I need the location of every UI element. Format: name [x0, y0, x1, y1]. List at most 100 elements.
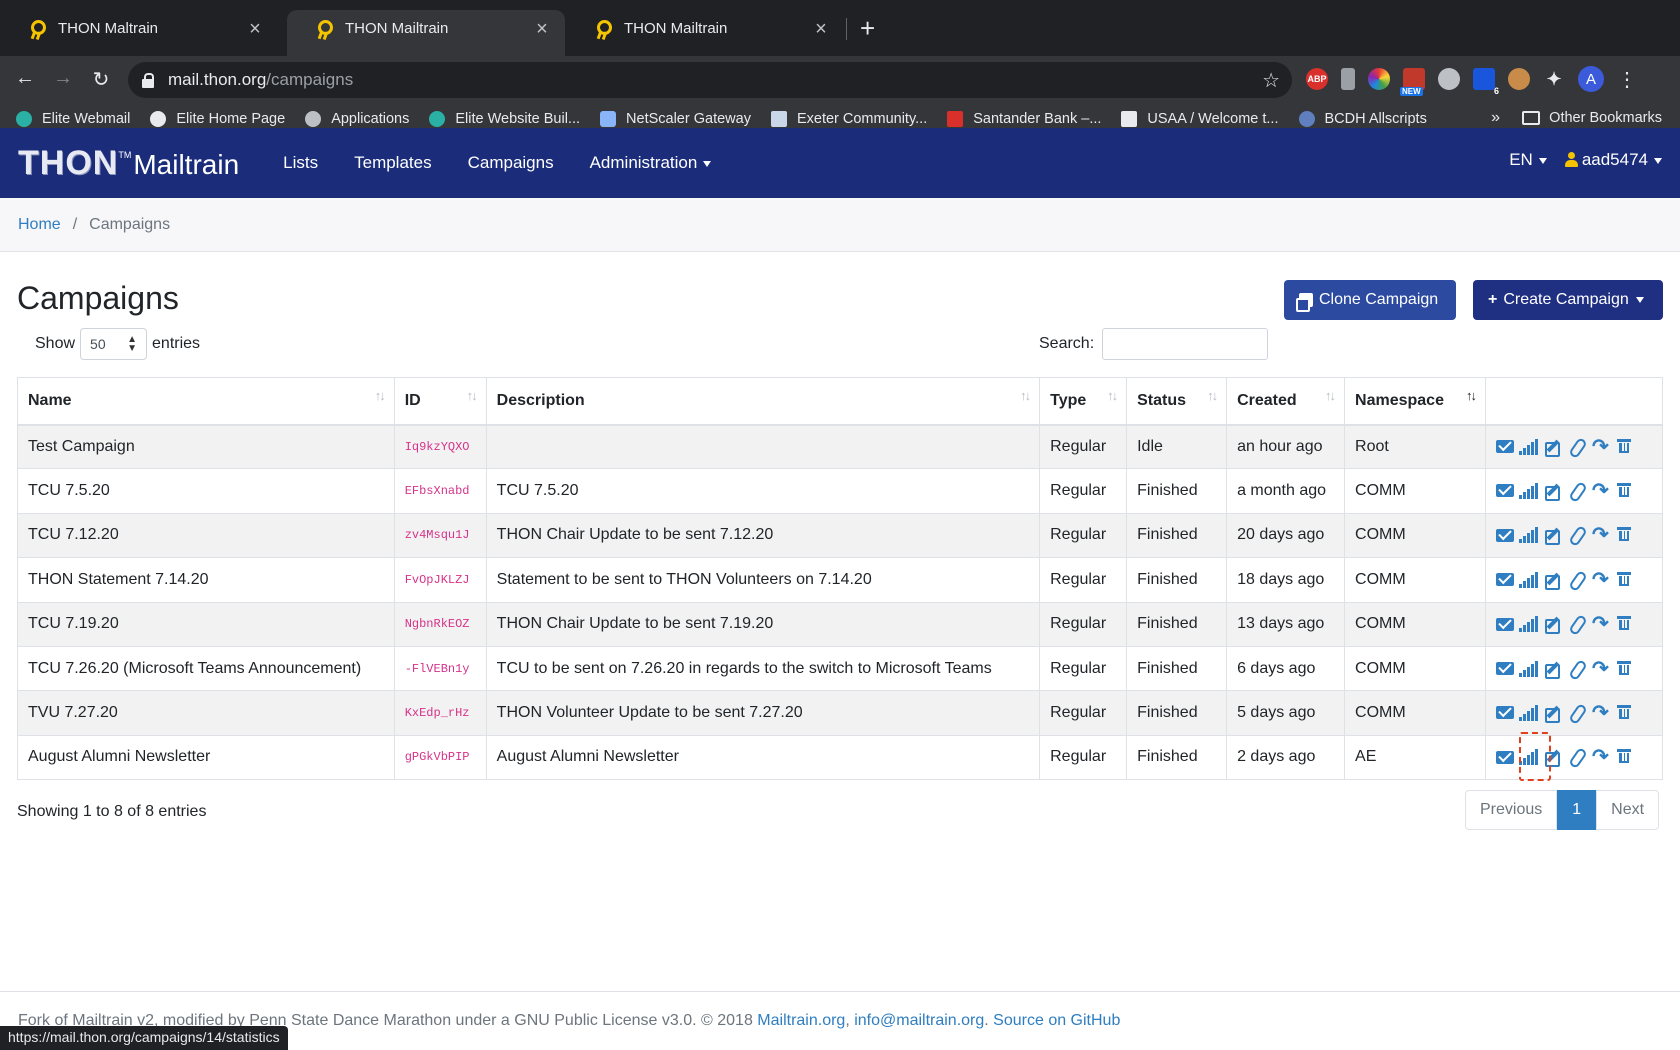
attachment-icon[interactable] — [1567, 748, 1587, 766]
share-icon[interactable]: ↷ — [1591, 613, 1609, 636]
envelope-icon[interactable] — [1495, 617, 1514, 631]
delete-icon[interactable] — [1616, 704, 1631, 721]
forward-arrow-icon[interactable]: → — [53, 67, 73, 89]
new-badge-extension-icon[interactable]: NEW — [1400, 68, 1425, 96]
column-header-name[interactable]: Name ↑↓ — [17, 377, 395, 426]
user-dropdown[interactable]: aad5474 — [1564, 150, 1662, 170]
edit-icon[interactable] — [1544, 438, 1562, 457]
globe-extension-icon[interactable] — [1438, 68, 1460, 90]
share-icon[interactable]: ↷ — [1591, 701, 1609, 724]
column-header-created[interactable]: Created ↑↓ — [1226, 377, 1346, 426]
new-tab-icon[interactable]: + — [860, 13, 876, 43]
delete-icon[interactable] — [1616, 749, 1631, 765]
browser-tab-3[interactable]: THON Mailtrain × — [566, 10, 844, 47]
color-wheel-extension-icon[interactable] — [1368, 68, 1390, 90]
delete-icon[interactable] — [1616, 438, 1631, 455]
pagination-page[interactable]: 1 — [1557, 790, 1597, 830]
statistics-icon[interactable] — [1518, 704, 1539, 722]
bookmark-star-icon[interactable]: ☆ — [1262, 70, 1280, 92]
browser-tab-1[interactable]: THON Maltrain × — [0, 10, 278, 47]
attachment-icon[interactable] — [1567, 526, 1587, 544]
search-input[interactable] — [1102, 328, 1269, 360]
footer-link-mailtrain[interactable]: Mailtrain.org — [757, 1012, 846, 1029]
more-bookmarks-icon[interactable]: » — [1491, 109, 1500, 126]
edit-icon[interactable] — [1544, 571, 1562, 590]
attachment-icon[interactable] — [1567, 704, 1587, 722]
statistics-icon[interactable] — [1518, 526, 1539, 544]
pagination-previous[interactable]: Previous — [1465, 790, 1558, 830]
brand-logo[interactable]: THON TM Mailtrain — [18, 144, 239, 183]
edit-icon[interactable] — [1544, 660, 1562, 679]
share-icon[interactable]: ↷ — [1591, 435, 1609, 458]
clone-campaign-button[interactable]: Clone Campaign — [1284, 280, 1456, 320]
breadcrumb-home[interactable]: Home — [18, 215, 61, 233]
envelope-icon[interactable] — [1495, 484, 1514, 498]
browser-menu-icon[interactable]: ⋮ — [1617, 68, 1637, 91]
bookmark-item[interactable]: NetScaler Gateway — [600, 111, 751, 127]
delete-icon[interactable] — [1616, 571, 1631, 588]
envelope-icon[interactable] — [1495, 573, 1514, 587]
footer-link-github[interactable]: Source on GitHub — [993, 1012, 1121, 1029]
edit-icon[interactable] — [1544, 526, 1562, 546]
edit-icon[interactable] — [1544, 704, 1562, 723]
close-tab-icon[interactable]: × — [536, 17, 548, 40]
delete-icon[interactable] — [1616, 482, 1631, 499]
delete-icon[interactable] — [1616, 616, 1631, 632]
pagination-next[interactable]: Next — [1596, 790, 1660, 830]
bitwarden-extension-icon[interactable]: 6 — [1473, 68, 1499, 96]
language-dropdown[interactable]: EN — [1509, 150, 1547, 170]
nav-administration[interactable]: Administration — [572, 153, 730, 173]
statistics-icon[interactable] — [1518, 482, 1539, 500]
nav-campaigns[interactable]: Campaigns — [467, 153, 554, 172]
address-bar[interactable]: mail.thon.org/campaigns ☆ — [128, 62, 1292, 98]
profile-avatar[interactable]: A — [1578, 66, 1604, 92]
adblock-extension-icon[interactable]: ABP — [1306, 68, 1328, 90]
close-tab-icon[interactable]: × — [815, 17, 827, 40]
create-campaign-button[interactable]: + Create Campaign — [1473, 280, 1663, 320]
envelope-icon[interactable] — [1495, 528, 1514, 542]
column-header-type[interactable]: Type ↑↓ — [1039, 377, 1128, 426]
edit-icon[interactable] — [1544, 615, 1562, 635]
envelope-icon[interactable] — [1495, 750, 1514, 764]
attachment-icon[interactable] — [1567, 482, 1587, 500]
attachment-icon[interactable] — [1567, 571, 1587, 589]
reload-icon[interactable]: ↻ — [92, 69, 110, 91]
bookmark-item[interactable]: USAA / Welcome t... — [1121, 111, 1279, 127]
statistics-icon[interactable] — [1518, 615, 1539, 633]
edit-icon[interactable] — [1544, 748, 1562, 768]
bookmark-item[interactable]: Santander Bank –... — [947, 111, 1101, 127]
browser-tab-2[interactable]: THON Mailtrain × — [287, 10, 565, 56]
statistics-icon[interactable] — [1518, 438, 1539, 456]
share-icon[interactable]: ↷ — [1591, 657, 1609, 680]
attachment-icon[interactable] — [1567, 660, 1587, 678]
column-header-description[interactable]: Description ↑↓ — [485, 377, 1041, 426]
attachment-icon[interactable] — [1567, 438, 1587, 456]
close-tab-icon[interactable]: × — [249, 17, 261, 40]
nav-lists[interactable]: Lists — [283, 153, 319, 172]
cookie-extension-icon[interactable] — [1508, 68, 1530, 90]
bookmark-item[interactable]: Applications — [305, 111, 409, 127]
envelope-icon[interactable] — [1495, 706, 1514, 720]
share-icon[interactable]: ↷ — [1591, 568, 1609, 591]
column-header-id[interactable]: ID ↑↓ — [393, 377, 487, 426]
column-header-status[interactable]: Status ↑↓ — [1126, 377, 1228, 426]
envelope-icon[interactable] — [1495, 662, 1514, 676]
office-extension-icon[interactable] — [1341, 68, 1355, 90]
bookmark-item[interactable]: Exeter Community... — [770, 111, 927, 127]
bookmark-item[interactable]: Elite Website Buil... — [429, 111, 580, 127]
share-icon[interactable]: ↷ — [1591, 524, 1609, 547]
nav-templates[interactable]: Templates — [354, 153, 432, 172]
statistics-icon[interactable] — [1518, 748, 1539, 766]
delete-icon[interactable] — [1616, 527, 1631, 543]
bookmark-item[interactable]: Elite Webmail — [16, 111, 130, 127]
edit-icon[interactable] — [1544, 482, 1562, 501]
footer-link-email[interactable]: info@mailtrain.org — [854, 1012, 985, 1029]
back-arrow-icon[interactable]: ← — [15, 67, 35, 89]
share-icon[interactable]: ↷ — [1591, 746, 1609, 769]
bookmark-item[interactable]: Elite Home Page — [150, 111, 285, 127]
other-bookmarks[interactable]: Other Bookmarks — [1522, 110, 1662, 126]
attachment-icon[interactable] — [1567, 615, 1587, 633]
statistics-icon[interactable] — [1518, 571, 1539, 589]
envelope-icon[interactable] — [1495, 440, 1514, 454]
bookmark-item[interactable]: BCDH Allscripts — [1298, 111, 1427, 127]
